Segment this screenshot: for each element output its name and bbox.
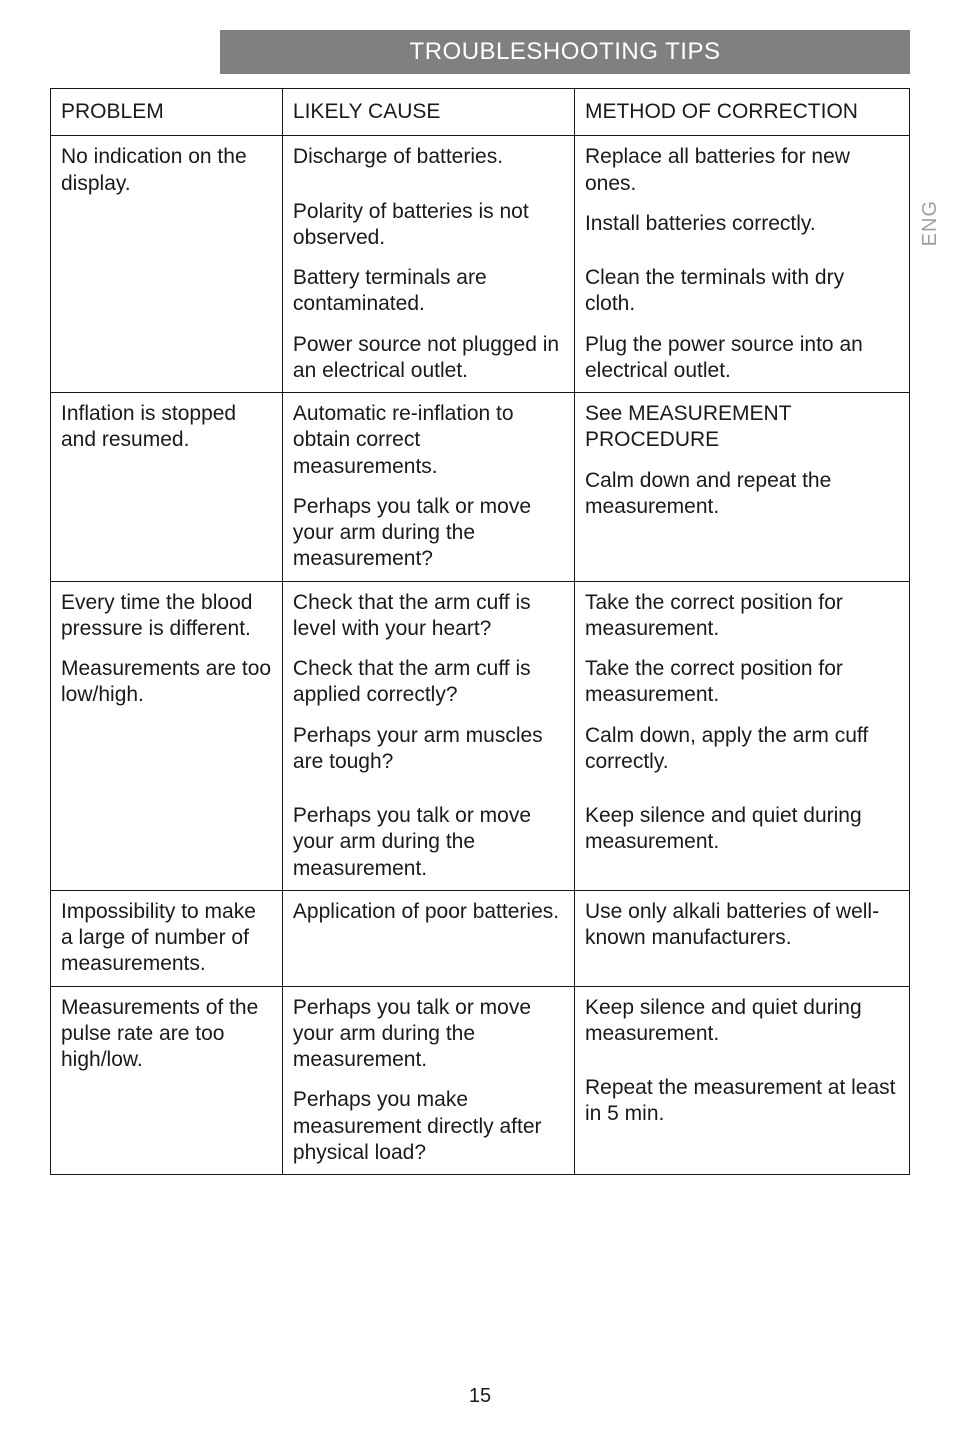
cell-problem: Impossibility to make a large of number … (51, 890, 283, 986)
cell-cause: Check that the arm cuff is level with yo… (282, 581, 574, 890)
cell-problem: Measurements of the pulse rate are too h… (51, 986, 283, 1175)
cell-correction: Replace all batteries for new ones. Inst… (574, 136, 909, 393)
cell-correction: Keep silence and quiet during measuremen… (574, 986, 909, 1175)
cell-cause: Perhaps you talk or move your arm during… (282, 986, 574, 1175)
table-row: Impossibility to make a large of number … (51, 890, 910, 986)
troubleshooting-table: PROBLEM LIKELY CAUSE METHOD OF CORRECTIO… (50, 88, 910, 1175)
cell-cause: Automatic re-inflation to obtain correct… (282, 393, 574, 582)
cell-cause: Discharge of batteries. Polarity of batt… (282, 136, 574, 393)
table-row: Every time the blood pressure is differe… (51, 581, 910, 890)
cell-problem: Every time the blood pressure is differe… (51, 581, 283, 890)
header-correction: METHOD OF CORRECTION (574, 89, 909, 136)
header-cause: LIKELY CAUSE (282, 89, 574, 136)
cell-correction: See MEASUREMENT PROCEDURE Calm down and … (574, 393, 909, 582)
cell-correction: Use only alkali batteries of well-known … (574, 890, 909, 986)
cell-problem: No indication on the display. (51, 136, 283, 393)
cell-cause: Application of poor batteries. (282, 890, 574, 986)
table-row: Inflation is stopped and resumed. Automa… (51, 393, 910, 582)
header-problem: PROBLEM (51, 89, 283, 136)
page-number: 15 (0, 1385, 960, 1408)
table-row: No indication on the display. Discharge … (51, 136, 910, 393)
cell-problem: Inflation is stopped and resumed. (51, 393, 283, 582)
section-title: TROUBLESHOOTING TIPS (220, 30, 910, 74)
cell-correction: Take the correct position for measuremen… (574, 581, 909, 890)
table-row: Measurements of the pulse rate are too h… (51, 986, 910, 1175)
language-tab: ENG (919, 200, 942, 246)
